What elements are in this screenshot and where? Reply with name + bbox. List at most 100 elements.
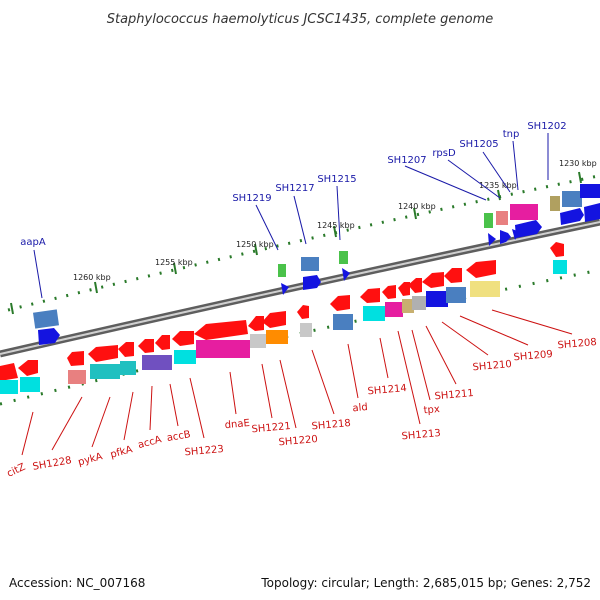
gene-SH1214-cyan[interactable] — [363, 306, 385, 321]
major-tick-edge — [10, 302, 14, 315]
gene-SH1214[interactable] — [360, 288, 380, 303]
label-SH1217[interactable]: SH1217 — [275, 183, 314, 194]
gene-SH1202b[interactable] — [580, 184, 600, 198]
gene-dnaE[interactable] — [194, 320, 248, 340]
gene-SH1215[interactable] — [339, 251, 348, 264]
leader-pfkA — [123, 391, 134, 441]
gene-pfkA-teal[interactable] — [120, 361, 136, 375]
gene-SH1218-grey[interactable] — [300, 323, 312, 337]
label-SH1218[interactable]: SH1218 — [311, 418, 351, 432]
gene-dnaE-magenta[interactable] — [196, 340, 250, 358]
gene-SH1208-yellow[interactable] — [470, 281, 500, 297]
gene-arrow-1207[interactable] — [488, 233, 496, 246]
gene-SH1223[interactable] — [172, 331, 194, 346]
leader-SH1211 — [425, 325, 457, 385]
gene-SH1220-orange[interactable] — [266, 330, 288, 344]
label-SH1213[interactable]: SH1213 — [401, 428, 441, 442]
gene-arrow-1206[interactable] — [500, 230, 511, 244]
gene-SH1223-cyan[interactable] — [174, 350, 196, 364]
gene-arrow-1201[interactable] — [584, 203, 600, 222]
label-rpsD[interactable]: rpsD — [432, 148, 456, 159]
gene-ald[interactable] — [330, 295, 350, 311]
gene-SH1228[interactable] — [67, 351, 84, 366]
gene-tpx-khaki[interactable] — [402, 299, 414, 313]
major-tick-1260 — [94, 281, 98, 294]
label-SH1211[interactable]: SH1211 — [434, 388, 474, 402]
gene-SH1220[interactable] — [262, 311, 286, 328]
gene-ald-steel[interactable] — [333, 314, 353, 330]
label-SH1208[interactable]: SH1208 — [557, 337, 597, 351]
leader-SH1214 — [379, 337, 389, 379]
gene-arrow-SH1219[interactable] — [281, 283, 289, 295]
gene-SH1213[interactable] — [382, 285, 396, 299]
gene-tpx[interactable] — [398, 282, 410, 296]
label-tpx[interactable]: tpx — [423, 404, 440, 416]
chart-title: Staphylococcus haemolyticus JCSC1435, co… — [107, 12, 494, 27]
gene-SH1210[interactable] — [422, 272, 444, 288]
label-citZ[interactable]: citZ — [5, 462, 27, 480]
label-tnp[interactable]: tnp — [503, 129, 520, 140]
gene-SH1221[interactable] — [248, 316, 264, 331]
gene-SH1211[interactable] — [408, 278, 422, 293]
gene-pfkA[interactable] — [118, 342, 134, 357]
label-SH1215[interactable]: SH1215 — [317, 174, 356, 185]
gene-citZ[interactable] — [0, 363, 18, 381]
label-ald[interactable]: ald — [352, 402, 368, 414]
gene-SH1221-grey[interactable] — [250, 334, 266, 348]
gene-pykA-teal[interactable] — [90, 364, 120, 379]
label-accB[interactable]: accB — [166, 429, 192, 444]
gene-SH1211-grey[interactable] — [412, 296, 426, 310]
gene-SH1209[interactable] — [444, 268, 462, 283]
gene-SH1203[interactable] — [550, 242, 564, 257]
label-SH1220[interactable]: SH1220 — [278, 434, 318, 448]
gene-tnp[interactable] — [550, 196, 560, 211]
label-SH1205[interactable]: SH1205 — [459, 139, 498, 150]
label-SH1223[interactable]: SH1223 — [184, 444, 224, 458]
gene-arrow-aapA[interactable] — [38, 328, 60, 345]
gene-SH1210-blue[interactable] — [426, 291, 448, 307]
gene-SH1217[interactable] — [301, 257, 319, 271]
gene-SH1228-pink[interactable] — [68, 370, 86, 384]
label-dnaE[interactable]: dnaE — [224, 418, 250, 431]
gene-arrow-SH1215[interactable] — [342, 268, 350, 281]
label-accA[interactable]: accA — [137, 434, 163, 451]
gene-aapA[interactable] — [33, 309, 59, 329]
leader-SH1209 — [459, 315, 529, 346]
gene-citZ-cyan-2[interactable] — [20, 377, 40, 392]
gene-pykA[interactable] — [88, 345, 118, 362]
label-pfkA[interactable]: pfkA — [109, 444, 134, 460]
gene-arrow-1202[interactable] — [560, 208, 584, 225]
gene-SH1203-cyan[interactable] — [553, 260, 567, 274]
gene-accA-purple[interactable] — [142, 355, 172, 370]
gene-citZ-cyan[interactable] — [0, 380, 18, 394]
major-tick-1240 — [413, 207, 417, 220]
gene-SH1207[interactable] — [484, 213, 493, 228]
label-SH1221[interactable]: SH1221 — [251, 421, 291, 435]
gene-SH1209-steel[interactable] — [446, 287, 466, 303]
label-SH1228[interactable]: SH1228 — [32, 455, 73, 473]
major-tick-1230 — [578, 171, 582, 184]
gene-SH1218[interactable] — [297, 305, 309, 319]
kbp-label-1245: 1245 kbp — [317, 221, 355, 230]
gene-arrow-1204[interactable] — [515, 220, 542, 238]
gene-SH1219[interactable] — [278, 264, 286, 277]
gene-rpsD[interactable] — [496, 211, 508, 225]
label-pykA[interactable]: pykA — [77, 451, 104, 468]
gene-arrow-SH1217[interactable] — [303, 275, 321, 290]
gene-SH1213-magenta[interactable] — [385, 302, 403, 317]
gene-accB[interactable] — [155, 335, 170, 350]
label-SH1207[interactable]: SH1207 — [387, 155, 426, 166]
topology-text: Topology: circular; Length: 2,685,015 bp… — [260, 576, 591, 590]
gene-SH1202[interactable] — [562, 191, 582, 207]
gene-SH1208[interactable] — [466, 260, 496, 278]
gene-SH1205[interactable] — [510, 204, 538, 220]
label-SH1210[interactable]: SH1210 — [472, 359, 512, 373]
label-aapA[interactable]: aapA — [20, 237, 46, 248]
label-SH1219[interactable]: SH1219 — [232, 193, 271, 204]
label-SH1214[interactable]: SH1214 — [367, 383, 407, 397]
leader-SH1219 — [255, 204, 279, 251]
label-SH1202[interactable]: SH1202 — [527, 121, 566, 132]
label-SH1209[interactable]: SH1209 — [513, 349, 553, 363]
gene-accA[interactable] — [138, 339, 154, 353]
gene-citZ-2[interactable] — [18, 360, 38, 376]
